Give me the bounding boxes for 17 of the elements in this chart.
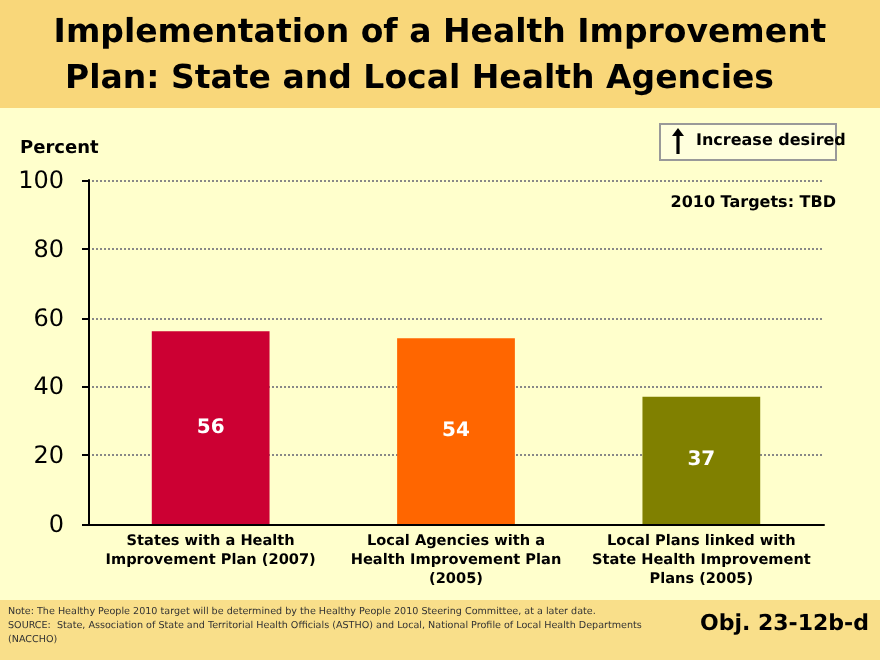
y-tick-label: 80 bbox=[33, 234, 64, 263]
text: Increase desired bbox=[696, 131, 847, 149]
chart-title: Implementation of a Health Improvement Plan: State and Local Health Agencies bbox=[53, 12, 827, 96]
bar bbox=[397, 338, 515, 524]
y-tick-label: 40 bbox=[33, 372, 64, 401]
annotation: 2010 Targets: TBD bbox=[670, 193, 837, 211]
bar bbox=[151, 331, 270, 524]
y-tick-label: 60 bbox=[33, 303, 64, 332]
y-tick-label: 20 bbox=[33, 441, 64, 470]
data-label: 37 bbox=[687, 449, 716, 472]
bar bbox=[642, 396, 761, 524]
y-tick-label: 0 bbox=[48, 510, 64, 538]
y-axis-title: Percent bbox=[20, 139, 100, 159]
text: Obj. 23-12b-d bbox=[700, 610, 869, 636]
y-tick-label: 100 bbox=[18, 166, 64, 194]
data-label: 56 bbox=[196, 416, 225, 439]
data-label: 54 bbox=[442, 420, 470, 443]
